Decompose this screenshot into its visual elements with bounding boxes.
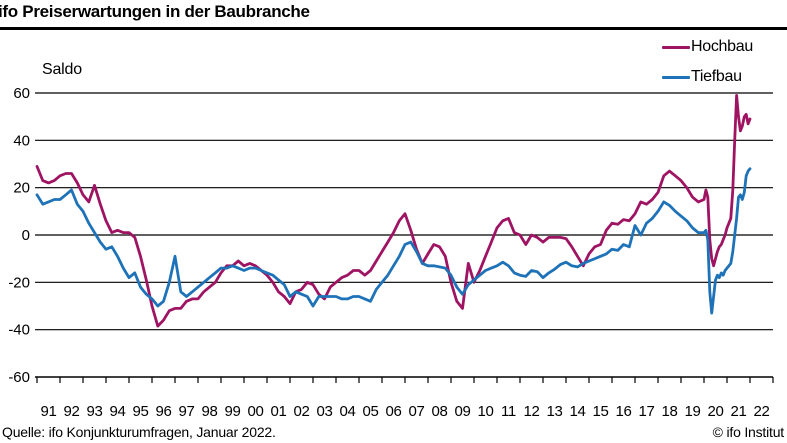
hochbau-line-swatch-icon bbox=[662, 45, 690, 49]
x-tick-label: 21 bbox=[730, 403, 746, 420]
y-tick-label: 60 bbox=[13, 85, 30, 102]
x-tick-label: 06 bbox=[385, 403, 401, 420]
page-title: ifo Preiserwartungen in der Baubranche bbox=[0, 2, 310, 21]
y-tick-label: -20 bbox=[8, 274, 30, 291]
x-tick-label: 97 bbox=[178, 403, 194, 420]
tiefbau-series-line bbox=[35, 167, 752, 315]
x-tick-label: 91 bbox=[40, 403, 56, 420]
x-tick-label: 99 bbox=[224, 403, 240, 420]
x-tick-label: 16 bbox=[615, 403, 631, 420]
legend-label-tiefbau: Tiefbau bbox=[691, 68, 742, 85]
x-tick-label: 08 bbox=[431, 403, 447, 420]
x-tick-label: 94 bbox=[109, 403, 125, 420]
x-tick-label: 20 bbox=[707, 403, 723, 420]
tiefbau-line-swatch-icon bbox=[662, 75, 690, 79]
x-tick-label: 12 bbox=[523, 403, 539, 420]
source-note: Quelle: ifo Konjunkturumfragen, Januar 2… bbox=[2, 424, 276, 440]
y-tick-label: -40 bbox=[8, 322, 30, 339]
x-tick-label: 17 bbox=[638, 403, 654, 420]
copyright-note: © ifo Institut bbox=[712, 424, 785, 440]
x-tick-label: 09 bbox=[454, 403, 470, 420]
title-rule bbox=[0, 27, 787, 30]
y-tick-label: 0 bbox=[22, 227, 30, 244]
x-tick-label: 05 bbox=[362, 403, 378, 420]
x-tick-label: 19 bbox=[684, 403, 700, 420]
x-tick-label: 03 bbox=[316, 403, 332, 420]
chart-legend: Hochbau Tiefbau bbox=[662, 36, 787, 96]
x-tick-label: 11 bbox=[501, 403, 516, 420]
y-tick-label: -60 bbox=[8, 369, 30, 386]
x-tick-label: 01 bbox=[270, 403, 286, 420]
x-tick-label: 04 bbox=[339, 403, 355, 420]
legend-label-hochbau: Hochbau bbox=[691, 38, 753, 55]
x-tick-label: 14 bbox=[569, 403, 585, 420]
x-tick-label: 02 bbox=[293, 403, 309, 420]
x-tick-label: 07 bbox=[408, 403, 424, 420]
x-tick-label: 22 bbox=[753, 403, 769, 420]
x-tick-label: 96 bbox=[155, 403, 171, 420]
y-tick-label: 20 bbox=[13, 180, 30, 197]
hochbau-series-line bbox=[35, 94, 752, 328]
x-tick-label: 93 bbox=[86, 403, 102, 420]
x-tick-label: 92 bbox=[63, 403, 79, 420]
x-tick-label: 00 bbox=[247, 403, 263, 420]
legend-item-tiefbau: Tiefbau bbox=[662, 66, 787, 88]
x-tick-label: 18 bbox=[661, 403, 677, 420]
y-tick-label: 40 bbox=[13, 132, 30, 149]
x-tick-label: 10 bbox=[477, 403, 493, 420]
legend-item-hochbau: Hochbau bbox=[662, 36, 787, 58]
x-tick-label: 95 bbox=[132, 403, 148, 420]
y-axis-unit-label: Saldo bbox=[42, 61, 82, 78]
x-tick-label: 98 bbox=[201, 403, 217, 420]
x-tick-label: 13 bbox=[546, 403, 562, 420]
x-tick-label: 15 bbox=[592, 403, 608, 420]
